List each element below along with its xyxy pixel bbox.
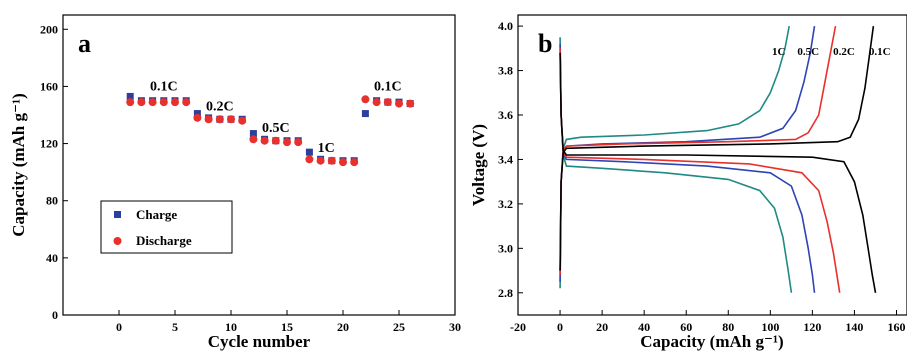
legend-discharge-marker bbox=[113, 237, 122, 245]
discharge-point bbox=[305, 155, 314, 164]
charge-point bbox=[305, 148, 313, 156]
panel-a-data-marks bbox=[126, 92, 415, 167]
rate-annotation: 0.1C bbox=[150, 80, 178, 95]
x-tick-label: -20 bbox=[510, 320, 526, 334]
y-tick-label: 4.0 bbox=[498, 19, 513, 33]
discharge-point bbox=[215, 115, 224, 124]
x-tick-label: 5 bbox=[172, 320, 178, 334]
charge-point bbox=[126, 92, 134, 100]
discharge-point bbox=[249, 135, 258, 144]
rate-annotation: 0.2C bbox=[206, 100, 234, 115]
discharge-point bbox=[148, 98, 157, 107]
x-tick-label: 0 bbox=[557, 320, 563, 334]
y-tick-label: 2.8 bbox=[498, 286, 513, 300]
x-tick-label: 140 bbox=[845, 320, 863, 334]
discharge-point bbox=[137, 98, 146, 107]
discharge-point bbox=[159, 98, 168, 107]
discharge-point bbox=[283, 138, 291, 147]
x-tick-label: 15 bbox=[281, 320, 293, 334]
rate-annotation: 0.5C bbox=[262, 121, 290, 136]
x-tick-label: 30 bbox=[449, 320, 461, 334]
discharge-point bbox=[271, 136, 280, 145]
x-tick-label: 160 bbox=[887, 320, 905, 334]
panel-a-label: a bbox=[78, 29, 91, 58]
discharge-point bbox=[171, 98, 179, 107]
y-tick-label: 80 bbox=[46, 194, 58, 208]
discharge-point bbox=[260, 136, 269, 145]
panel-b-ylabel: Voltage (V) bbox=[469, 124, 488, 206]
x-tick-label: 100 bbox=[761, 320, 779, 334]
discharge-point bbox=[182, 98, 191, 107]
charge-point bbox=[361, 110, 369, 118]
panel-a-xlabel: Cycle number bbox=[208, 332, 311, 351]
y-tick-label: 120 bbox=[40, 137, 58, 151]
panel-b-annotations: 1C 0.5C 0.2C 0.1C bbox=[772, 46, 891, 58]
x-tick-label: 80 bbox=[722, 320, 734, 334]
x-tick-label: 120 bbox=[803, 320, 821, 334]
discharge-point bbox=[350, 158, 359, 167]
curve-02C-discharge bbox=[559, 48, 841, 293]
rate-annotation: 0.1C bbox=[374, 80, 402, 95]
x-tick-label: 40 bbox=[638, 320, 650, 334]
legend-charge-label: Charge bbox=[136, 207, 177, 222]
charge-point bbox=[193, 110, 201, 118]
discharge-point bbox=[395, 99, 403, 108]
panel-a-chart: 0 5 10 15 20 25 30 0 40 80 120 160 200 0.1C 0.2C 0.5C 1… bbox=[9, 14, 461, 351]
panel-b-xlabel: Capacity (mAh g⁻¹) bbox=[640, 332, 783, 351]
y-tick-label: 0 bbox=[52, 308, 58, 322]
x-tick-label: 20 bbox=[337, 320, 349, 334]
curve-01C-discharge bbox=[559, 52, 877, 293]
panel-a-ticks: 0 5 10 15 20 25 30 0 40 80 120 160 200 bbox=[40, 22, 461, 334]
panel-b-plot-frame bbox=[517, 14, 907, 316]
discharge-point bbox=[339, 158, 347, 167]
panel-a-ylabel: Capacity (mAh g⁻¹) bbox=[9, 93, 28, 236]
discharge-point bbox=[294, 138, 303, 147]
panel-b-label: b bbox=[538, 29, 552, 58]
panel-a-plot-frame bbox=[62, 14, 456, 316]
y-tick-label: 40 bbox=[46, 251, 58, 265]
y-tick-label: 160 bbox=[40, 79, 58, 93]
rate-annotation: 0.1C bbox=[869, 46, 891, 58]
y-tick-label: 200 bbox=[40, 22, 58, 36]
discharge-point bbox=[227, 115, 235, 124]
legend-discharge-label: Discharge bbox=[136, 233, 192, 248]
y-tick-label: 3.0 bbox=[498, 241, 513, 255]
x-tick-label: 20 bbox=[596, 320, 608, 334]
rate-annotation: 0.2C bbox=[833, 46, 855, 58]
legend-frame bbox=[100, 200, 233, 254]
x-tick-label: 25 bbox=[393, 320, 405, 334]
discharge-point bbox=[316, 156, 325, 165]
legend-charge-marker bbox=[114, 211, 121, 218]
rate-annotation: 0.5C bbox=[797, 46, 819, 58]
discharge-point bbox=[372, 98, 381, 107]
y-tick-label: 3.2 bbox=[498, 197, 513, 211]
discharge-point bbox=[238, 116, 247, 125]
discharge-point bbox=[327, 156, 336, 165]
discharge-point bbox=[406, 99, 415, 108]
curve-05C-charge bbox=[559, 25, 816, 282]
x-tick-label: 0 bbox=[116, 320, 122, 334]
panel-a-annotations: 0.1C 0.2C 0.5C 1C 0.1C bbox=[150, 80, 402, 156]
charge-point bbox=[249, 130, 257, 138]
rate-annotation: 1C bbox=[318, 141, 335, 156]
panel-a-legend: Charge Discharge bbox=[100, 200, 233, 254]
discharge-point bbox=[126, 98, 135, 107]
curve-02C-charge bbox=[559, 25, 837, 276]
discharge-point bbox=[204, 115, 213, 124]
discharge-point bbox=[193, 113, 202, 122]
y-tick-label: 3.6 bbox=[498, 108, 513, 122]
panel-b-curves bbox=[559, 25, 877, 293]
x-tick-label: 10 bbox=[225, 320, 237, 334]
rate-annotation: 1C bbox=[772, 46, 786, 58]
discharge-point bbox=[383, 98, 392, 107]
panel-b-chart: -20 0 20 40 60 80 100 120 140 160 2.8 3.0 3.2 3.4 3.6 3… bbox=[469, 14, 907, 351]
y-tick-label: 3.4 bbox=[498, 152, 513, 166]
panel-b-ticks: -20 0 20 40 60 80 100 120 140 160 2.8 3.0 3.2 3.4 3.6 3… bbox=[498, 19, 905, 334]
discharge-point bbox=[361, 95, 370, 104]
x-tick-label: 60 bbox=[680, 320, 692, 334]
y-tick-label: 3.8 bbox=[498, 64, 513, 78]
curve-01C-charge bbox=[559, 25, 875, 271]
